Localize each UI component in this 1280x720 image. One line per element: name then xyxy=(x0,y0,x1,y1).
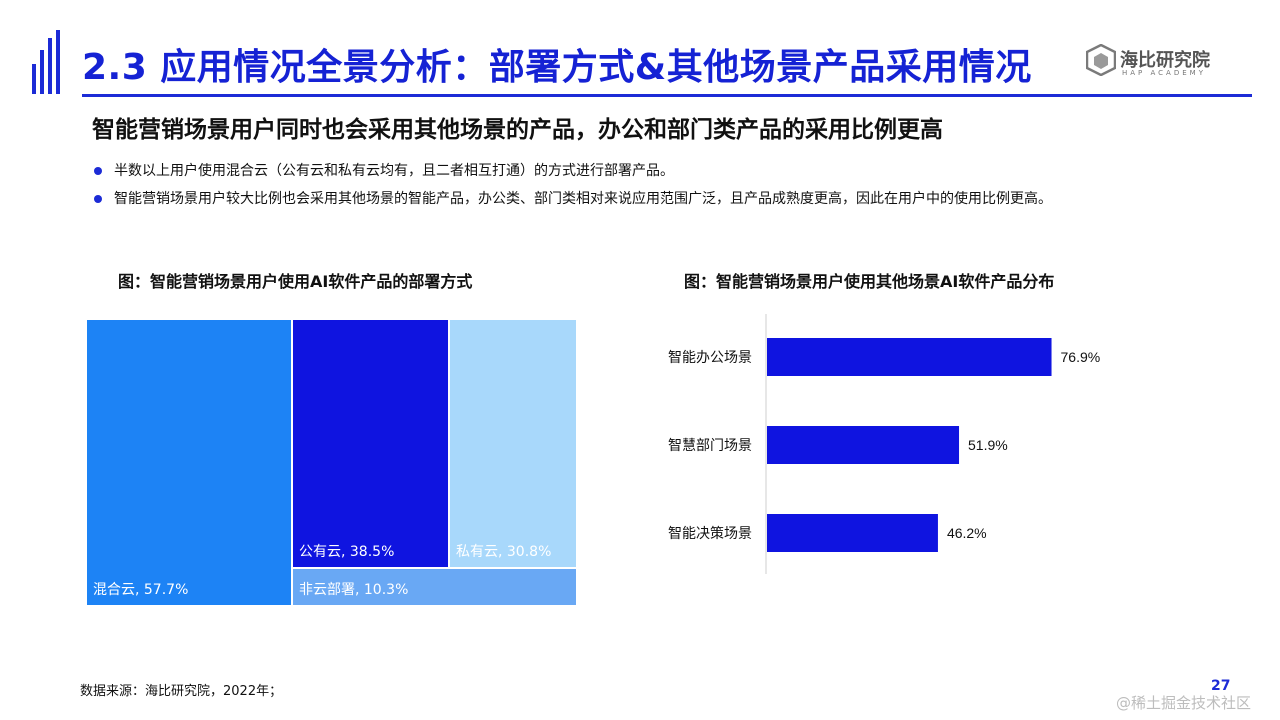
bullet-item: 智能营销场景用户较大比例也会采用其他场景的智能产品，办公类、部门类相对来说应用范… xyxy=(94,190,1052,208)
logo-name: 海比研究院 xyxy=(1120,50,1210,71)
tile-label: 公有云, 38.5% xyxy=(299,544,395,560)
bullet-dot-icon xyxy=(94,195,102,203)
bullet-dot-icon xyxy=(94,167,102,175)
bar-chart-title: 图：智能营销场景用户使用其他场景AI软件产品分布 xyxy=(684,272,1055,291)
page-title: 2.3 应用情况全景分析：部署方式&其他场景产品采用情况 xyxy=(82,47,1032,88)
treemap-title: 图：智能营销场景用户使用AI软件产品的部署方式 xyxy=(118,272,473,291)
deployment-treemap: 混合云, 57.7% 公有云, 38.5% 私有云, 30.8% 非云部署, 1… xyxy=(87,320,576,605)
bullet-list: 半数以上用户使用混合云（公有云和私有云均有，且二者相互打通）的方式进行部署产品。… xyxy=(94,162,1052,218)
bullet-text: 半数以上用户使用混合云（公有云和私有云均有，且二者相互打通）的方式进行部署产品。 xyxy=(114,163,674,179)
treemap-tile-hybrid-cloud: 混合云, 57.7% xyxy=(87,320,291,605)
bar xyxy=(767,514,938,552)
bar xyxy=(767,426,960,464)
logo-cube-icon xyxy=(1086,44,1116,76)
slide-subtitle: 智能营销场景用户同时也会采用其他场景的产品，办公和部门类产品的采用比例更高 xyxy=(92,117,943,143)
treemap-tile-public-cloud: 公有云, 38.5% xyxy=(293,320,448,567)
bar-category-label: 智能决策场景 xyxy=(668,525,752,542)
bar-value-label: 76.9% xyxy=(1061,349,1101,365)
tile-label: 私有云, 30.8% xyxy=(456,544,552,560)
watermark: @稀土掘金技术社区 xyxy=(1116,694,1252,712)
bar-value-label: 51.9% xyxy=(968,437,1008,453)
bar-category-label: 智能办公场景 xyxy=(668,350,752,366)
tile-label: 非云部署, 10.3% xyxy=(299,582,409,598)
bar-category-label: 智慧部门场景 xyxy=(668,438,752,454)
title-decoration xyxy=(32,30,62,94)
treemap-tile-private-cloud: 私有云, 30.8% xyxy=(450,320,576,567)
other-scenario-bar-chart: 智能办公场景 76.9% 智慧部门场景 51.9% 智能决策场景 46.2% xyxy=(668,314,1101,574)
bullet-item: 半数以上用户使用混合云（公有云和私有云均有，且二者相互打通）的方式进行部署产品。 xyxy=(94,162,1052,180)
title-divider xyxy=(82,94,1252,97)
bullet-text: 智能营销场景用户较大比例也会采用其他场景的智能产品，办公类、部门类相对来说应用范… xyxy=(114,191,1052,207)
tile-label: 混合云, 57.7% xyxy=(93,582,189,598)
bar-value-label: 46.2% xyxy=(947,525,987,541)
data-source-note: 数据来源：海比研究院，2022年； xyxy=(80,684,283,699)
treemap-tile-non-cloud: 非云部署, 10.3% xyxy=(293,569,576,605)
bar xyxy=(767,338,1052,376)
logo: 海比研究院 HAP ACADEMY xyxy=(1086,42,1236,82)
logo-subtitle: HAP ACADEMY xyxy=(1122,69,1206,77)
page-number: 27 xyxy=(1211,678,1231,694)
